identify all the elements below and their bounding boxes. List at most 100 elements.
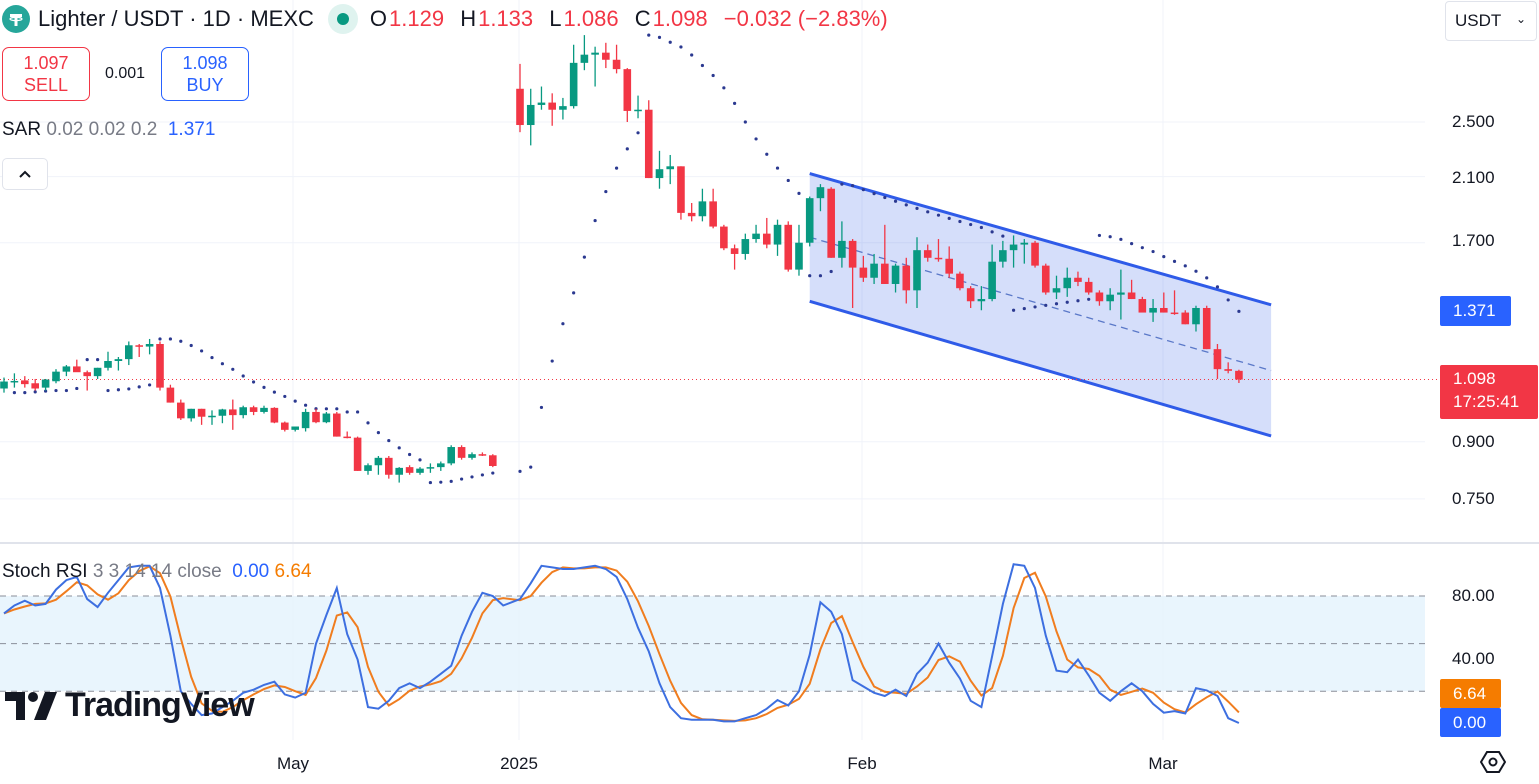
candle: [870, 253, 878, 284]
candle: [135, 344, 143, 357]
candle-body: [1106, 294, 1114, 302]
stoch-tick: 80.00: [1452, 586, 1495, 605]
sar-dot: [969, 222, 973, 227]
sar-dot: [904, 203, 908, 207]
collapse-legend-button[interactable]: [2, 158, 48, 190]
settings-button[interactable]: [1479, 750, 1507, 779]
currency-selector[interactable]: USDT ⌄: [1445, 1, 1537, 41]
low-value: 1.086: [563, 6, 619, 31]
candle: [145, 338, 154, 355]
candle-body: [489, 455, 497, 466]
candle: [741, 233, 750, 260]
candle: [988, 244, 996, 302]
spread-value: 0.001: [105, 65, 146, 82]
candle-body: [988, 261, 996, 300]
sar-dot: [808, 274, 812, 278]
candle-body: [784, 224, 793, 270]
candle: [1084, 277, 1093, 295]
candle: [1052, 275, 1061, 300]
candles: [0, 35, 1243, 483]
time-label: May: [276, 754, 310, 773]
candle: [602, 42, 610, 69]
sar-dot: [470, 475, 474, 479]
candle: [752, 224, 760, 243]
candle-body: [135, 345, 143, 347]
candle-body: [1149, 307, 1157, 313]
symbol-title[interactable]: Lighter / USDT · 1D · MEXC: [38, 6, 314, 31]
candle-body: [177, 402, 185, 419]
candle-body: [1127, 292, 1136, 300]
sar-dot: [1237, 309, 1241, 313]
sar-dot: [12, 391, 16, 395]
settings-icon: [1479, 751, 1507, 773]
candle: [838, 221, 846, 268]
candle-body: [239, 407, 247, 416]
stoch-k-value: 0.00: [232, 561, 270, 582]
candle: [416, 467, 424, 475]
stoch-d-tag: 6.64: [1440, 679, 1501, 708]
candle-body: [569, 62, 578, 107]
candle: [73, 359, 81, 373]
candle-body: [468, 454, 476, 458]
candle-body: [602, 52, 610, 60]
sar-dot: [572, 291, 576, 295]
candle: [1213, 344, 1222, 379]
sar-dot: [304, 403, 308, 407]
candle-body: [343, 436, 351, 439]
candle-body: [156, 344, 164, 388]
sell-button[interactable]: 1.097 SELL: [2, 47, 90, 101]
candle-body: [934, 257, 943, 260]
low-label: L: [549, 6, 562, 31]
sar-dot: [625, 147, 629, 151]
close-label: C: [634, 6, 651, 31]
currency-label: USDT: [1455, 11, 1502, 30]
buy-button[interactable]: 1.098 BUY: [161, 47, 249, 101]
sar-dot: [387, 438, 391, 443]
candle-body: [1181, 312, 1190, 325]
candle-body: [730, 248, 739, 254]
parallel-channel[interactable]: [809, 172, 1272, 438]
sar-dot: [1162, 255, 1166, 259]
candle-body: [385, 457, 393, 475]
channel-middle-line: [809, 236, 1272, 372]
sar-dot: [561, 322, 565, 326]
stoch-legend[interactable]: Stoch RSI 3 3 14 14 close 0.00 6.64: [2, 561, 312, 583]
candle-body: [580, 54, 589, 63]
sar-dot: [711, 73, 715, 78]
sar-dot: [408, 452, 412, 457]
sar-dot: [189, 343, 193, 348]
stoch-d-value: 6.64: [274, 561, 312, 582]
candle: [913, 237, 921, 308]
candle: [1106, 288, 1114, 311]
candle-body: [1052, 288, 1061, 293]
tradingview-logo[interactable]: TradingView: [5, 686, 255, 725]
candle: [291, 426, 299, 432]
candle: [1202, 305, 1211, 350]
sar-dot: [314, 407, 318, 411]
channel-fill: [809, 173, 1272, 436]
candle: [489, 454, 497, 468]
sar-dot: [1183, 264, 1187, 268]
candle: [569, 44, 578, 109]
candle-body: [902, 265, 911, 291]
candle: [999, 240, 1007, 268]
candle-body: [21, 380, 29, 385]
sar-dot: [366, 421, 370, 425]
sar-dot: [1108, 235, 1112, 239]
sar-dot: [657, 35, 662, 40]
sar-dot: [85, 358, 89, 362]
stoch-rsi-lines: [3, 563, 1240, 724]
candle: [698, 188, 707, 222]
market-status-icon[interactable]: [327, 4, 358, 34]
candle: [966, 286, 975, 308]
sar-dot: [1022, 306, 1026, 311]
tether-icon: [2, 5, 30, 33]
sar-dot: [765, 152, 769, 156]
candle-body: [634, 109, 642, 112]
candle: [353, 436, 362, 471]
candle: [437, 461, 445, 471]
sar-dot: [397, 446, 401, 450]
sar-legend[interactable]: SAR 0.02 0.02 0.2 1.371: [2, 119, 215, 141]
sar-dot: [324, 407, 328, 411]
